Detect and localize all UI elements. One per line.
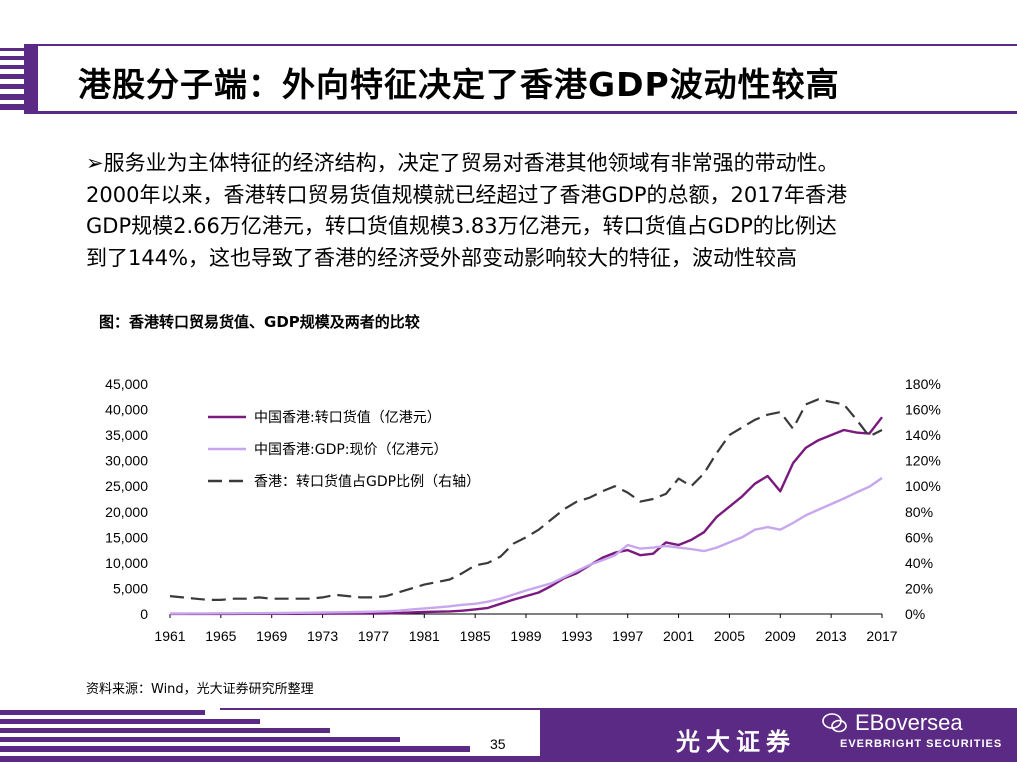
y-right-tick-label: 100%	[905, 478, 941, 494]
x-tick-label: 1961	[154, 628, 185, 644]
y-left-tick-label: 25,000	[105, 478, 148, 494]
brand-name-cn: 光大证券	[676, 727, 796, 756]
y-left-tick-label: 30,000	[105, 453, 148, 469]
y-left-tick-label: 40,000	[105, 402, 148, 418]
y-right-tick-label: 140%	[905, 427, 941, 443]
y-left-tick-label: 15,000	[105, 529, 148, 545]
y-right-tick-label: 120%	[905, 453, 941, 469]
y-left-tick-label: 10,000	[105, 555, 148, 571]
page-number: 35	[490, 736, 506, 752]
y-left-tick-label: 20,000	[105, 504, 148, 520]
chart: 0 5,000 10,000 15,000 20,000 25,000 30,000 35,0…	[105, 376, 941, 644]
wechat-icon	[822, 713, 847, 733]
brand-name-en: EBoversea	[855, 710, 963, 735]
figure-caption: 图：香港转口贸易货值、GDP规模及两者的比较	[99, 313, 420, 331]
body-line-4: 到了144%，这也导致了香港的经济受外部变动影响较大的特征，波动性较高	[86, 245, 798, 270]
brand-name-en-sub: EVERBRIGHT SECURITIES	[840, 738, 1003, 750]
bullet-icon: ➢	[86, 151, 104, 175]
series-line-3	[169, 398, 883, 601]
x-tick-label: 2017	[866, 628, 897, 644]
footer-stripes	[0, 708, 540, 762]
y-right-tick-label: 60%	[905, 529, 933, 545]
series-line-2	[170, 477, 883, 615]
body-line-1: ➢服务业为主体特征的经济结构，决定了贸易对香港其他领域有非常强的带动性。	[86, 151, 839, 175]
body-text: ➢服务业为主体特征的经济结构，决定了贸易对香港其他领域有非常强的带动性。 200…	[86, 148, 966, 274]
body-line-2: 2000年以来，香港转口贸易货值规模就已经超过了香港GDP的总额，2017年香港	[86, 182, 847, 207]
legend-label-3: 香港：转口货值占GDP比例（右轴）	[254, 473, 480, 490]
x-tick-label: 1981	[409, 628, 440, 644]
x-tick-label: 2013	[816, 628, 847, 644]
legend-label-2: 中国香港:GDP:现价（亿港元）	[254, 442, 448, 458]
x-tick-label: 1973	[307, 628, 338, 644]
footer-brand-panel	[540, 708, 1017, 762]
logo-stripes	[0, 48, 24, 110]
footer: 35 光大证券 EBoversea EVERBRIGHT SECURITIES	[0, 708, 1017, 762]
title-band	[24, 44, 1017, 114]
y-right-tick-label: 20%	[905, 580, 933, 596]
y-left-tick-label: 5,000	[113, 580, 148, 596]
y-right-tick-label: 0%	[905, 606, 925, 622]
x-tick-label: 1969	[256, 628, 287, 644]
y-right-tick-label: 160%	[905, 402, 941, 418]
y-right-tick-label: 40%	[905, 555, 933, 571]
x-tick-label: 1977	[358, 628, 389, 644]
x-tick-label: 1997	[612, 628, 643, 644]
x-tick-label: 1985	[460, 628, 491, 644]
x-tick-label: 1993	[561, 628, 592, 644]
y-left-tick-label: 35,000	[105, 427, 148, 443]
x-tick-label: 1989	[510, 628, 541, 644]
x-tick-label: 1965	[205, 628, 236, 644]
y-right-tick-label: 180%	[905, 376, 941, 392]
title-accent	[24, 46, 38, 111]
page-title: 港股分子端：外向特征决定了香港GDP波动性较高	[78, 65, 840, 104]
y-left-tick-label: 0	[140, 606, 148, 622]
body-line-3: GDP规模2.66万亿港元，转口货值规模3.83万亿港元，转口货值占GDP的比例…	[86, 214, 837, 238]
legend-label-1: 中国香港:转口货值（亿港元）	[254, 409, 441, 426]
x-tick-label: 2001	[663, 628, 694, 644]
x-tick-label: 2005	[714, 628, 745, 644]
x-tick-label: 2009	[765, 628, 796, 644]
y-right-tick-label: 80%	[905, 504, 933, 520]
source-note: 资料来源：Wind，光大证券研究所整理	[86, 682, 314, 697]
y-left-tick-label: 45,000	[105, 376, 148, 392]
